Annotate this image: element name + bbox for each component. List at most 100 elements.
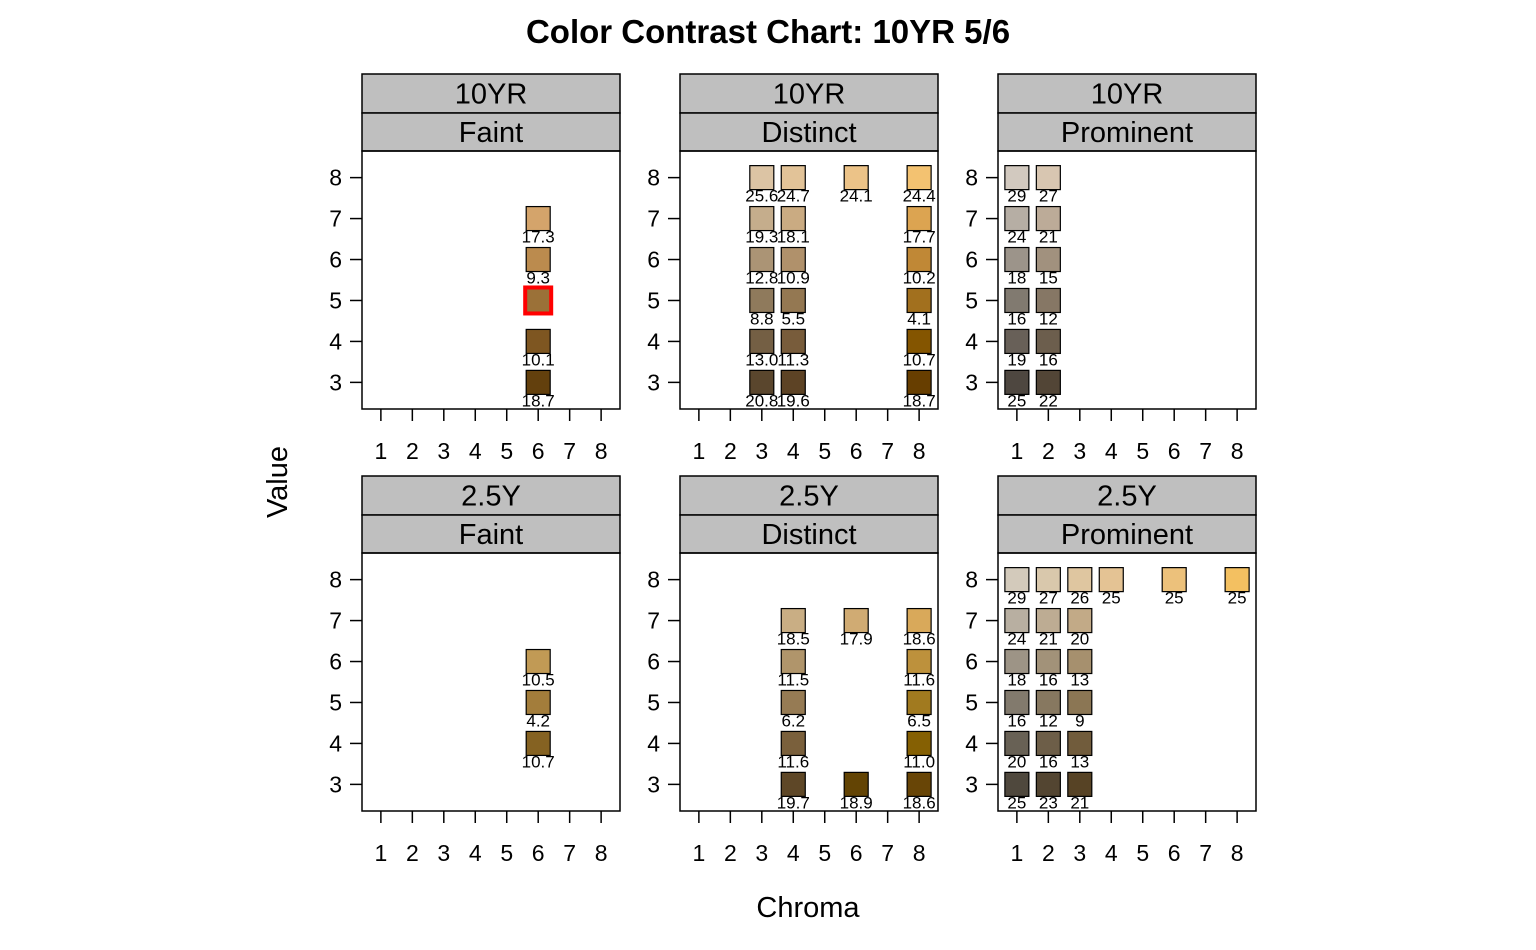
chip-label: 18.1 [777,228,810,247]
x-tick-label: 1 [692,438,705,464]
strip-contrast-label: Prominent [1061,117,1193,149]
strip-contrast [997,514,1257,554]
x-tick-label: 3 [437,438,450,464]
chip-label: 18.7 [522,391,555,410]
chip-label: 25 [1165,589,1184,608]
x-tick-label: 1 [1010,840,1023,866]
chip-label: 19 [1007,350,1026,369]
color-chip [906,607,932,634]
x-tick-label: 3 [437,840,450,866]
strip-hue-label: 10YR [455,79,528,111]
y-axis-label: Value [262,446,294,518]
color-chip [843,607,869,634]
x-tick-label: 1 [374,438,387,464]
chip-label: 24.7 [777,187,810,206]
strip-hue [997,73,1257,114]
x-tick-label: 5 [1136,840,1149,866]
chip-label: 22 [1039,391,1058,410]
plot-region [997,552,1257,812]
y-tick-label: 7 [329,206,342,232]
color-chip [780,607,806,634]
x-tick-label: 6 [532,840,545,866]
chip-label: 8.8 [750,309,774,328]
color-chip [1004,567,1030,593]
chip-label: 4.1 [907,309,931,328]
chip-label: 4.2 [526,711,550,730]
y-tick-label: 7 [965,206,978,232]
chip-label: 29 [1007,187,1026,206]
color-chip [749,246,775,273]
color-chip [780,165,806,191]
chip-label: 16 [1039,752,1058,771]
strip-hue-label: 2.5Y [779,481,839,513]
x-tick-label: 1 [374,840,387,866]
x-tick-label: 5 [1136,438,1149,464]
chip-label: 6.2 [781,711,805,730]
strip-contrast [679,112,939,152]
x-tick-label: 2 [1042,840,1055,866]
color-chip [1004,369,1030,395]
color-chip [780,328,806,355]
color-chip [780,689,806,716]
x-tick-label: 4 [787,840,800,866]
color-chip [1004,205,1030,232]
y-tick-label: 6 [329,649,342,675]
color-chip [1161,567,1187,593]
color-chip [525,689,551,716]
chip-label: 17.3 [522,228,555,247]
chip-label: 13.0 [745,350,778,369]
plot-region [361,150,621,410]
strip-contrast [679,514,939,554]
y-tick-label: 7 [329,608,342,634]
chip-label: 5.5 [781,309,805,328]
color-chip [843,165,869,191]
y-tick-label: 7 [965,608,978,634]
color-chip [780,287,806,314]
strip-contrast [361,112,621,152]
color-chip [525,648,551,675]
strip-hue [361,475,621,516]
strip-hue [679,73,939,114]
y-tick-label: 4 [647,328,660,354]
chip-label: 24 [1007,228,1026,247]
chip-label: 18.7 [903,391,936,410]
color-chip [1098,567,1124,593]
chip-label: 20.8 [745,391,778,410]
strip-hue [997,475,1257,516]
chip-label: 26 [1070,589,1089,608]
x-tick-label: 5 [500,438,513,464]
color-chip [780,246,806,273]
chip-label: 11.6 [903,671,935,690]
x-tick-label: 2 [406,840,419,866]
chip-label: 17.9 [840,630,873,649]
color-chip [1004,165,1030,191]
color-chip [906,165,932,191]
y-tick-label: 4 [329,730,342,756]
color-chip [525,205,551,232]
x-tick-label: 6 [1168,840,1181,866]
x-tick-label: 1 [692,840,705,866]
color-chip [749,165,775,191]
color-chip [1067,771,1093,797]
x-tick-label: 3 [1073,438,1086,464]
plot-region [997,150,1257,410]
color-chip [780,771,806,797]
color-chip [1035,730,1061,757]
x-tick-label: 4 [469,840,482,866]
y-tick-label: 5 [965,287,978,313]
x-tick-label: 3 [755,438,768,464]
chip-label: 19.3 [745,228,778,247]
x-tick-label: 8 [595,438,608,464]
color-chip [1004,607,1030,634]
chip-label: 9.3 [526,269,550,288]
y-tick-label: 5 [965,689,978,715]
strip-hue-label: 10YR [773,79,846,111]
color-chip [906,246,932,273]
chip-label: 27 [1039,187,1058,206]
chip-label: 16 [1039,350,1058,369]
y-tick-label: 3 [329,771,342,797]
strip-contrast [997,112,1257,152]
